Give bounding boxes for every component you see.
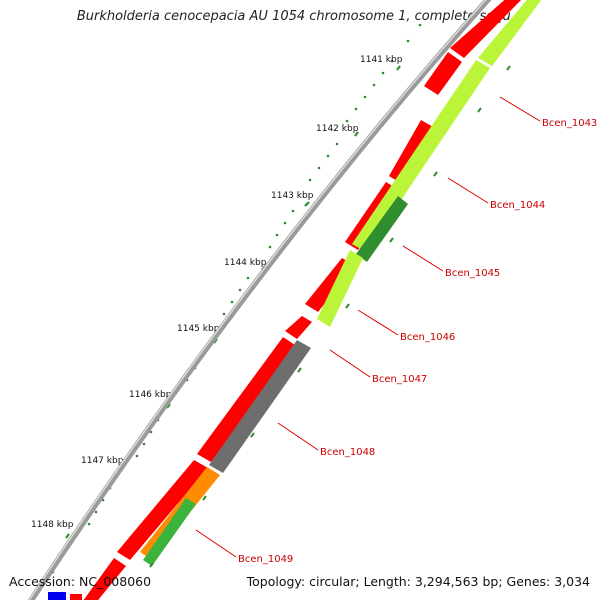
backbone-ring (27, 0, 492, 600)
ruler-label: 1143 kbp (271, 191, 314, 201)
tick-dot (308, 178, 312, 182)
cds-arrow (450, 0, 522, 58)
inner-tick (250, 432, 255, 438)
gene-label: Bcen_1046 (400, 332, 455, 343)
tick-dot (142, 442, 146, 446)
tick-dot (283, 221, 287, 225)
cds-arrow (117, 460, 208, 560)
cds-arrow (424, 52, 462, 95)
ruler-label: 1141 kbp (360, 55, 403, 65)
tick-dot (317, 166, 321, 170)
tick-dot (390, 59, 394, 63)
tick-dot (418, 23, 422, 27)
tick-mark (166, 403, 171, 409)
cds-bcen-1048 (209, 340, 311, 473)
inner-tick (345, 303, 350, 309)
gene-label: Bcen_1048 (320, 447, 375, 458)
label-line (195, 529, 237, 558)
cds-bcen-1045 (356, 196, 408, 262)
cds-arrow (83, 558, 126, 600)
tick-dot (372, 83, 376, 87)
label-line (277, 422, 319, 451)
map-title: Burkholderia cenocepacia AU 1054 chromos… (76, 9, 524, 24)
gene-label: Bcen_1047 (372, 374, 427, 385)
label-line (329, 349, 371, 378)
cds-bcen-1049 (143, 498, 196, 566)
red-feature-bottom (70, 594, 82, 600)
gene-label: Bcen_1049 (238, 554, 293, 565)
inner-tick (202, 495, 207, 501)
label-lines (195, 96, 541, 558)
ruler-label: 1147 kbp (81, 456, 124, 466)
inner-tick (297, 367, 302, 373)
cds-arrow (285, 316, 312, 339)
tick-dot (246, 276, 250, 280)
ruler-label: 1148 kbp (31, 520, 74, 530)
tick-mark (396, 65, 401, 71)
label-line (357, 309, 399, 336)
accession-text: Accession: NC_008060 (9, 574, 152, 589)
gene-label: Bcen_1044 (490, 200, 545, 211)
label-line (447, 177, 489, 204)
blue-feature (48, 592, 66, 600)
label-line (402, 245, 444, 272)
tick-dot (363, 95, 367, 99)
tick-mark (304, 201, 310, 207)
tick-dot (406, 39, 410, 43)
backbone-ring-highlight (28, 0, 487, 600)
ruler-label: 1142 kbp (316, 124, 359, 134)
cds-bcen-1043 (478, 0, 542, 66)
label-line (499, 96, 541, 122)
tick-dot (238, 288, 242, 292)
ruler-label: 1144 kbp (224, 258, 267, 268)
tick-dot (291, 209, 295, 213)
tick-dot (230, 300, 234, 304)
cds-arrow (197, 337, 298, 462)
cds-bcen-1044 (352, 60, 490, 252)
gene-label: Bcen_1043 (542, 118, 597, 129)
tick-dot (222, 312, 226, 316)
inner-tick (477, 107, 482, 113)
tick-dot (275, 233, 279, 237)
inner-tick (433, 171, 438, 177)
inner-tick (149, 562, 154, 568)
tick-dot (345, 119, 349, 123)
tick-dot (135, 454, 139, 458)
inner-tick (506, 65, 511, 71)
inner-ticks (149, 65, 511, 568)
tick-dot (87, 522, 91, 526)
tick-dot (381, 71, 385, 75)
ruler-label: 1146 kbp (129, 390, 172, 400)
tick-dot (335, 142, 339, 146)
topology-text: Topology: circular; Length: 3,294,563 bp… (246, 574, 590, 589)
tick-dot (354, 107, 358, 111)
cds-bcen-1046 (317, 250, 363, 327)
ruler-label: 1145 kbp (177, 324, 220, 334)
cds-arrow (389, 120, 435, 184)
inner-tick (389, 237, 394, 243)
tick-dot (94, 510, 98, 514)
tick-dot (326, 154, 330, 158)
tick-dot (149, 430, 153, 434)
tick-mark (354, 131, 359, 137)
gene-label: Bcen_1045 (445, 268, 500, 279)
tick-dot (268, 245, 272, 249)
tick-mark (65, 533, 70, 539)
